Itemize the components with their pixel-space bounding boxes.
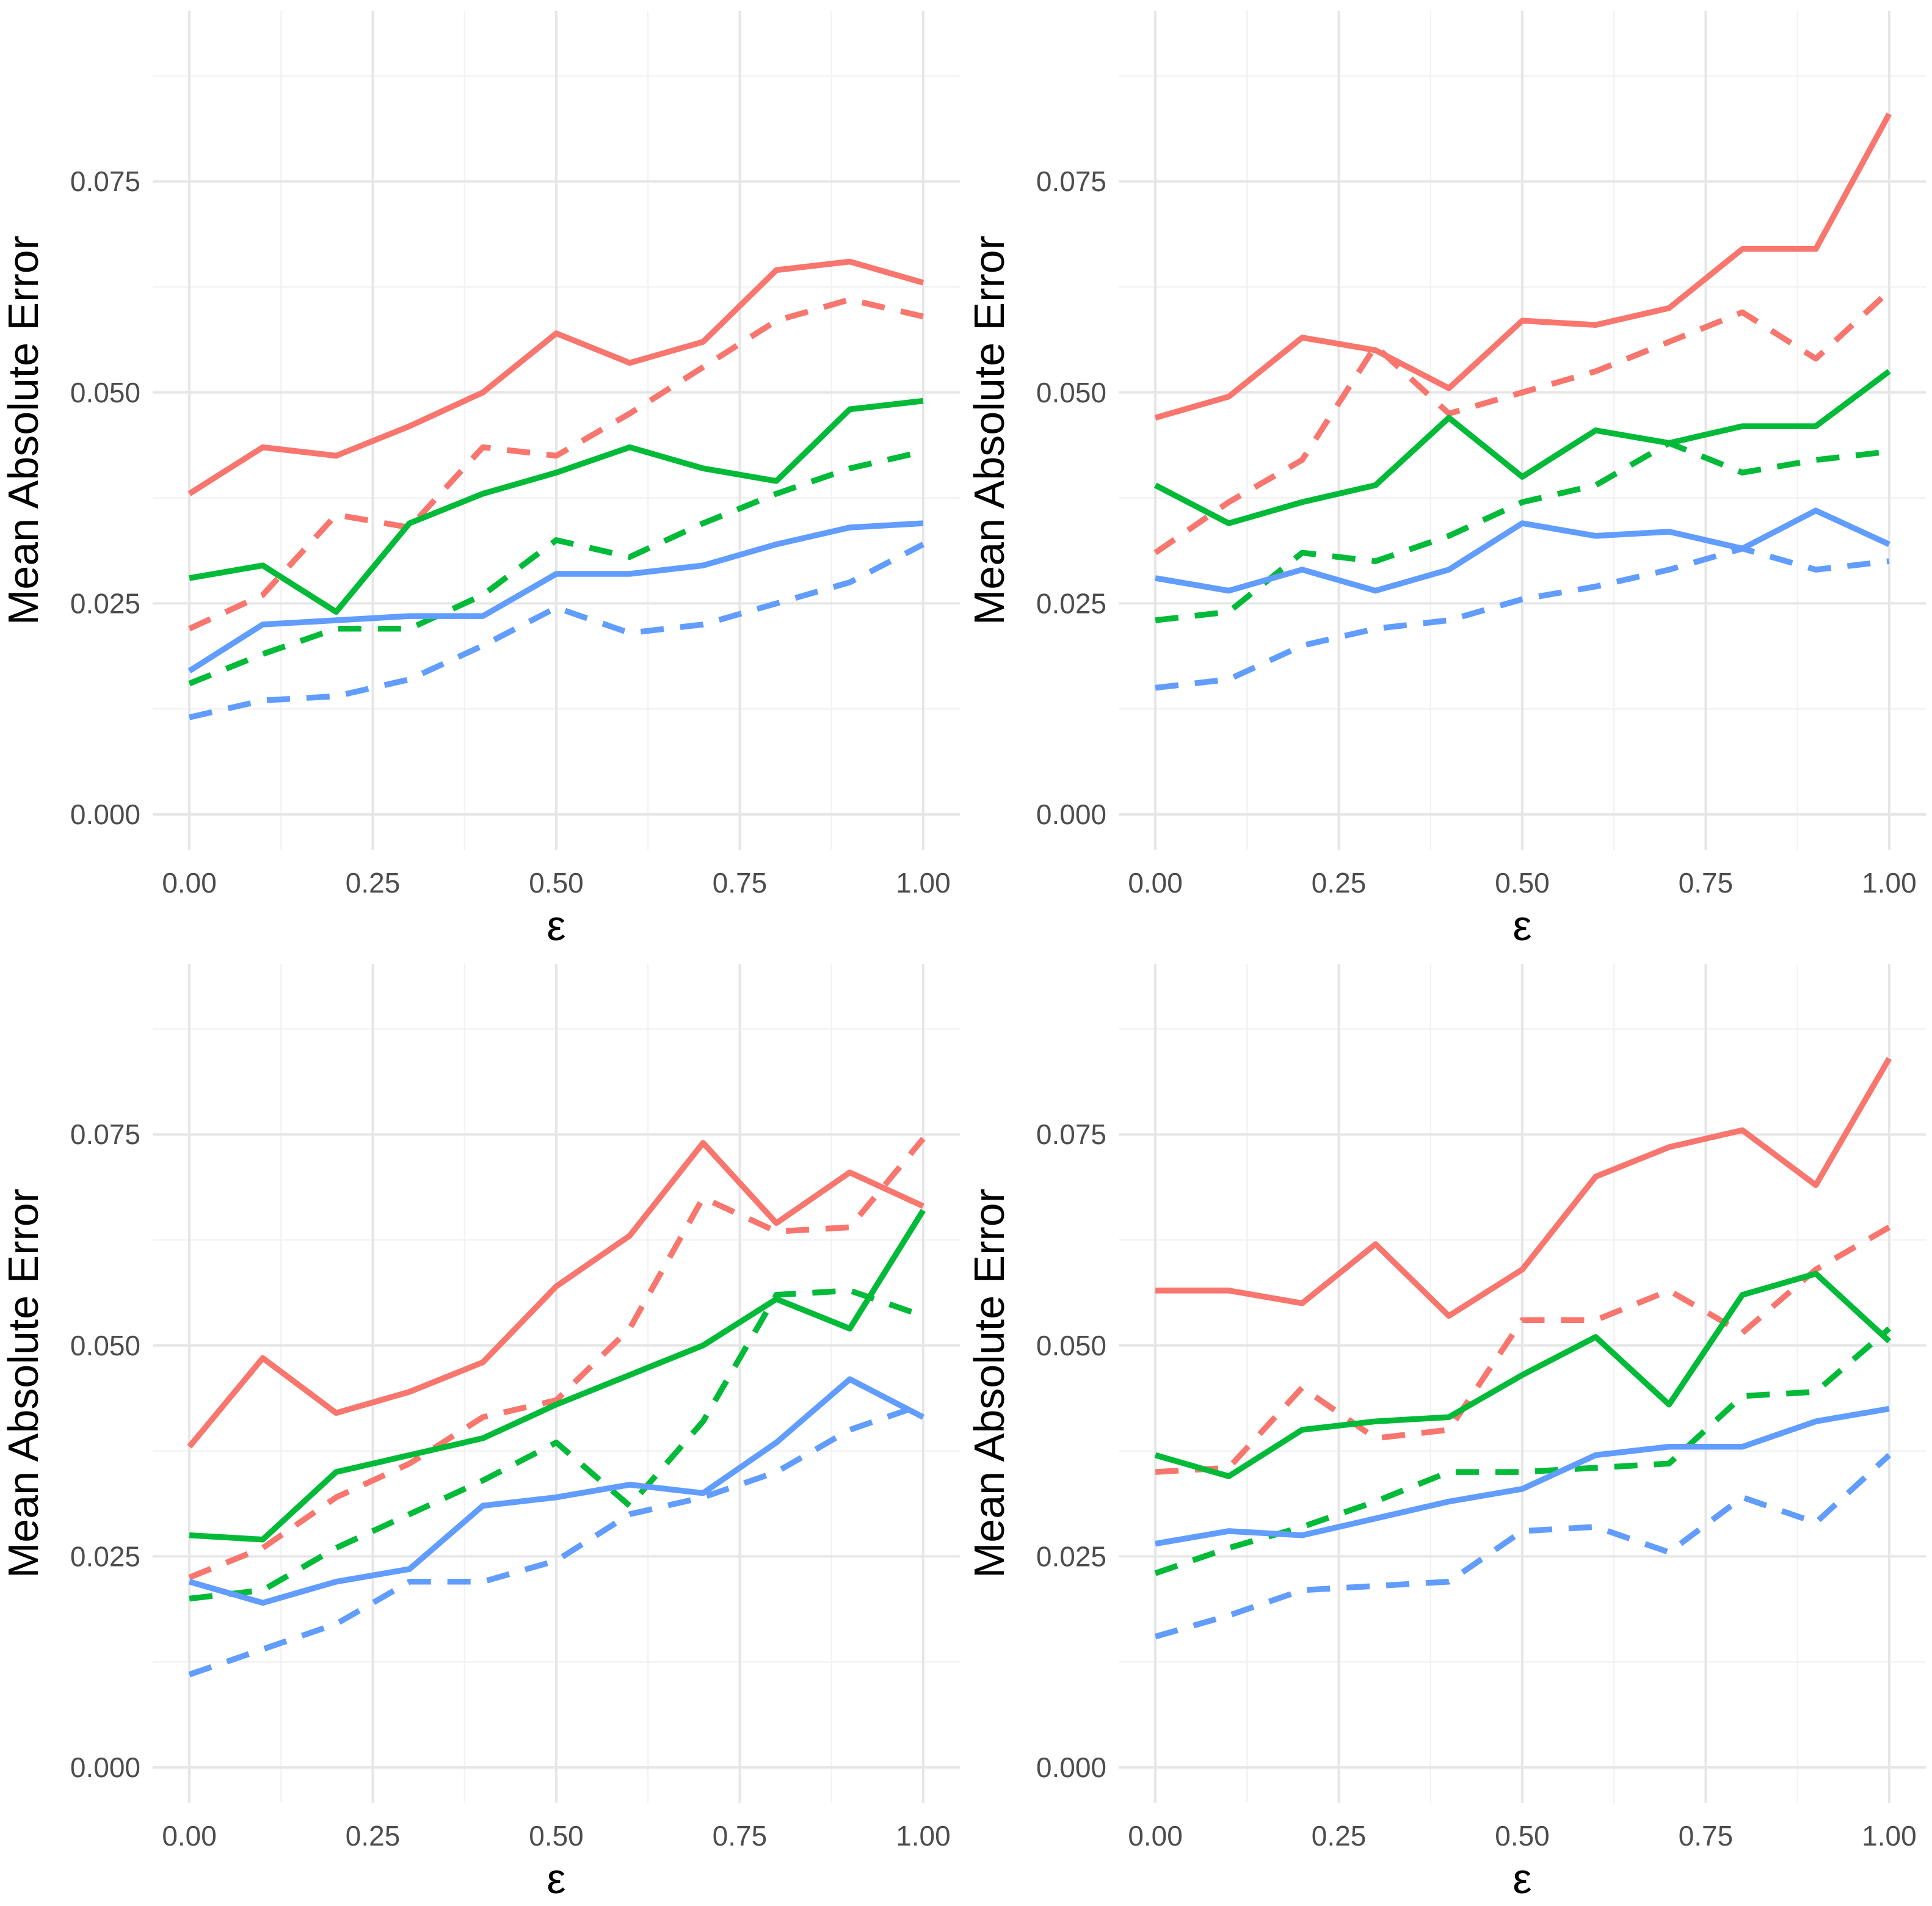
y-tick-label: 0.000 xyxy=(1036,799,1106,830)
y-tick-label: 0.075 xyxy=(1036,1118,1106,1150)
x-tick-label: 0.75 xyxy=(713,1820,768,1852)
x-axis-title: ε xyxy=(547,1855,565,1902)
y-axis-title: Mean Absolute Error xyxy=(0,236,47,625)
panel-top-right: 0.00 0.25 0.50 0.75 1.00 0.000 0.025 0.050 0.075… xyxy=(966,0,1932,953)
series-blue-solid xyxy=(1155,507,1890,594)
series-red-solid xyxy=(1155,1057,1892,1319)
x-axis-title: ε xyxy=(1513,1855,1531,1902)
series-green-solid xyxy=(1153,369,1891,526)
y-tick-label: 0.075 xyxy=(70,165,140,197)
chart-bottom-right: 0.00 0.25 0.50 0.75 1.00 0.000 0.025 0.050 0.075… xyxy=(966,964,1926,1902)
x-tick-label: 0.25 xyxy=(1312,1820,1367,1852)
y-tick-label: 0.050 xyxy=(70,377,140,408)
y-tick-label: 0.075 xyxy=(1036,165,1106,197)
x-tick-label: 0.00 xyxy=(1128,867,1183,899)
series-green-solid xyxy=(189,397,924,615)
x-axis-title: ε xyxy=(1513,902,1531,949)
x-tick-label: 0.50 xyxy=(529,867,584,899)
x-tick-label: 0.00 xyxy=(162,1820,217,1852)
x-tick-label: 0.25 xyxy=(346,867,401,899)
y-tick-label: 0.000 xyxy=(70,1752,140,1783)
x-tick-label: 0.50 xyxy=(1495,867,1550,899)
x-tick-label: 1.00 xyxy=(1862,867,1917,899)
y-tick-label: 0.025 xyxy=(1036,1540,1106,1572)
x-tick-label: 0.75 xyxy=(1679,1820,1734,1852)
series-blue-solid xyxy=(187,520,924,674)
y-tick-label: 0.000 xyxy=(1036,1752,1106,1783)
y-tick-label: 0.025 xyxy=(1036,587,1106,619)
x-tick-label: 0.00 xyxy=(162,867,217,899)
chart-top-right: 0.00 0.25 0.50 0.75 1.00 0.000 0.025 0.050 0.075… xyxy=(966,11,1926,949)
series-green-dashed xyxy=(188,448,924,687)
y-tick-label: 0.075 xyxy=(70,1118,140,1150)
y-tick-label: 0.000 xyxy=(70,799,140,830)
x-axis-title: ε xyxy=(547,902,565,949)
x-tick-label: 1.00 xyxy=(896,1820,951,1852)
series-red-dashed xyxy=(188,296,924,632)
x-tick-label: 0.75 xyxy=(1679,867,1734,899)
series-red-dashed xyxy=(1155,1225,1891,1475)
x-tick-label: 0.00 xyxy=(1128,1820,1183,1852)
y-axis-title: Mean Absolute Error xyxy=(0,1189,47,1578)
series-blue-dashed xyxy=(188,1402,924,1678)
series-red-solid xyxy=(187,258,924,496)
series-green-solid xyxy=(189,1209,926,1543)
series-red-dashed xyxy=(188,1137,926,1581)
y-tick-label: 0.050 xyxy=(70,1330,140,1361)
panel-bottom-right: 0.00 0.25 0.50 0.75 1.00 0.000 0.025 0.050 0.075… xyxy=(966,953,1932,1906)
x-tick-label: 0.50 xyxy=(1495,1820,1550,1852)
y-tick-label: 0.025 xyxy=(70,587,140,619)
series-red-solid xyxy=(1154,112,1892,421)
y-axis-title: Mean Absolute Error xyxy=(966,1189,1013,1578)
panel-top-left: 0.00 0.25 0.50 0.75 1.00 0.000 0.025 0.050 0.075… xyxy=(0,0,966,953)
series-blue-dashed xyxy=(189,542,925,720)
series-green-dashed xyxy=(189,1288,924,1602)
y-axis-title: Mean Absolute Error xyxy=(966,236,1013,625)
series-red-solid xyxy=(187,1140,924,1449)
x-tick-label: 0.25 xyxy=(346,1820,401,1852)
chart-bottom-left: 0.00 0.25 0.50 0.75 1.00 0.000 0.025 0.050 0.075… xyxy=(0,964,960,1902)
series-red-dashed xyxy=(1153,289,1892,556)
x-tick-label: 0.50 xyxy=(529,1820,584,1852)
y-tick-label: 0.025 xyxy=(70,1540,140,1572)
series-blue-solid xyxy=(1155,1405,1890,1547)
series-green-dashed xyxy=(1155,440,1890,623)
y-tick-label: 0.050 xyxy=(1036,377,1106,408)
x-tick-label: 1.00 xyxy=(896,867,951,899)
x-tick-label: 0.75 xyxy=(713,867,768,899)
x-tick-label: 0.25 xyxy=(1312,867,1367,899)
series-blue-solid xyxy=(188,1376,925,1606)
series-blue-dashed xyxy=(1155,545,1890,691)
series-green-solid xyxy=(1154,1270,1892,1479)
y-tick-label: 0.050 xyxy=(1036,1330,1106,1361)
series-blue-dashed xyxy=(1154,1453,1892,1640)
chart-top-left: 0.00 0.25 0.50 0.75 1.00 0.000 0.025 0.050 0.075… xyxy=(0,11,960,949)
panel-bottom-left: 0.00 0.25 0.50 0.75 1.00 0.000 0.025 0.050 0.075… xyxy=(0,953,966,1906)
x-tick-label: 1.00 xyxy=(1862,1820,1917,1852)
